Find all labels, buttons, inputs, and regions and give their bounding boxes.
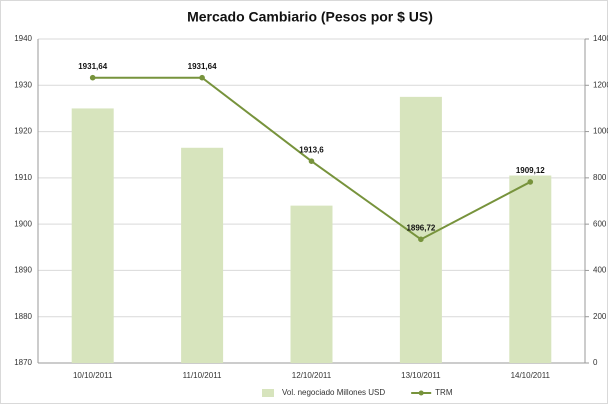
y-tick-label: 1900 [14, 219, 32, 228]
y-tick-label: 1930 [14, 80, 32, 89]
point [89, 74, 96, 81]
legend-swatch [418, 390, 424, 396]
data-label: 1896,72 [406, 223, 435, 232]
y2-tick-label: 0 [593, 358, 598, 367]
y2-tick-label: 1400 [593, 34, 608, 43]
data-label: 1909,12 [516, 166, 545, 175]
bar [290, 205, 333, 363]
data-label: 1913,6 [299, 145, 324, 154]
data-label: 1931,64 [78, 62, 107, 71]
x-tick-label: 10/10/2011 [73, 371, 113, 380]
data-label: 1931,64 [188, 62, 217, 71]
y2-tick-label: 400 [593, 266, 607, 275]
x-tick-label: 13/10/2011 [401, 371, 441, 380]
x-tick-label: 14/10/2011 [511, 371, 551, 380]
x-tick-label: 11/10/2011 [183, 371, 222, 380]
y2-tick-label: 200 [593, 312, 607, 321]
bar [71, 108, 114, 363]
y2-tick-label: 1200 [593, 80, 608, 89]
y2-tick-label: 800 [593, 173, 607, 182]
legend-swatch [262, 389, 274, 397]
y-tick-label: 1880 [14, 312, 32, 321]
y-tick-label: 1910 [14, 173, 32, 182]
chart-title: Mercado Cambiario (Pesos por $ US) [187, 9, 433, 25]
y2-tick-label: 1000 [593, 127, 608, 136]
legend-label: Vol. negociado Millones USD [282, 388, 385, 397]
bar [509, 175, 552, 363]
legend-label: TRM [435, 388, 453, 397]
point [199, 74, 205, 81]
y-tick-label: 1940 [14, 34, 32, 43]
point [308, 158, 315, 164]
y-tick-label: 1870 [14, 358, 32, 367]
point [418, 236, 424, 243]
bar [181, 147, 224, 363]
y-tick-label: 1920 [14, 127, 32, 136]
x-tick-label: 12/10/2011 [292, 371, 332, 380]
y-tick-label: 1890 [14, 266, 32, 275]
point [527, 179, 534, 185]
y2-tick-label: 600 [593, 219, 607, 228]
